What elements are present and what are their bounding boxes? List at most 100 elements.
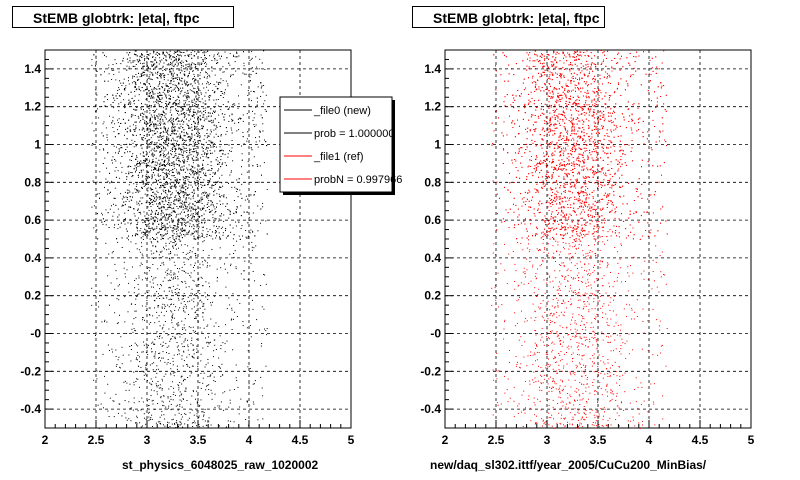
- data-point: [179, 161, 181, 163]
- data-point: [183, 351, 185, 353]
- data-point: [190, 66, 192, 68]
- data-point: [192, 105, 194, 107]
- data-point: [166, 164, 168, 166]
- data-point: [129, 52, 131, 54]
- data-point: [141, 73, 143, 75]
- data-point: [166, 97, 167, 99]
- data-point: [173, 239, 175, 240]
- data-point: [142, 116, 144, 117]
- data-point: [167, 213, 169, 215]
- data-point: [251, 57, 253, 59]
- data-point: [182, 204, 184, 206]
- data-point: [201, 143, 203, 145]
- data-point: [163, 182, 165, 184]
- data-point: [195, 150, 197, 152]
- data-point: [171, 185, 173, 187]
- data-point: [214, 171, 216, 173]
- data-point: [199, 215, 201, 217]
- data-point: [147, 146, 149, 148]
- data-point: [139, 165, 141, 167]
- data-point: [161, 225, 163, 227]
- data-point: [176, 99, 178, 101]
- data-point: [134, 95, 136, 97]
- data-point: [132, 75, 134, 77]
- data-point: [193, 148, 195, 150]
- data-point: [181, 186, 183, 188]
- data-point: [139, 230, 141, 232]
- data-point: [101, 221, 103, 223]
- data-point: [152, 195, 154, 197]
- data-point: [189, 106, 191, 108]
- data-point: [187, 95, 189, 96]
- data-point: [139, 182, 141, 183]
- data-point: [144, 228, 145, 230]
- data-point: [216, 193, 218, 195]
- data-point: [214, 232, 216, 234]
- data-point: [259, 131, 261, 133]
- data-point: [209, 133, 211, 135]
- data-point: [137, 221, 139, 223]
- data-point: [178, 412, 180, 414]
- data-point: [200, 209, 202, 211]
- data-point: [168, 139, 170, 141]
- data-point: [124, 105, 126, 107]
- data-point: [157, 147, 159, 149]
- data-point: [130, 223, 132, 225]
- data-point: [133, 183, 135, 185]
- data-point: [156, 226, 158, 228]
- data-point: [115, 176, 117, 178]
- data-point: [114, 99, 116, 101]
- data-point: [128, 119, 130, 121]
- data-point: [172, 124, 174, 126]
- data-point: [180, 63, 182, 65]
- data-point: [154, 133, 156, 135]
- data-point: [198, 95, 200, 96]
- data-point: [105, 209, 107, 211]
- data-point: [186, 221, 188, 223]
- data-point: [196, 98, 198, 100]
- data-point: [252, 165, 254, 167]
- data-point: [178, 200, 180, 202]
- data-point: [109, 115, 110, 117]
- data-point: [186, 400, 188, 401]
- data-point: [106, 136, 108, 138]
- data-point: [216, 206, 217, 208]
- data-point: [171, 230, 173, 232]
- data-point: [112, 120, 114, 122]
- data-point: [185, 176, 187, 178]
- data-point: [177, 136, 179, 138]
- data-point: [147, 194, 149, 196]
- data-point: [172, 103, 174, 105]
- data-point: [202, 230, 204, 232]
- data-point: [153, 124, 155, 126]
- data-point: [155, 123, 157, 125]
- data-point: [144, 71, 145, 73]
- data-point: [160, 234, 161, 235]
- data-point: [198, 201, 200, 203]
- data-point: [152, 380, 153, 382]
- data-point: [179, 123, 181, 125]
- data-point: [192, 170, 194, 171]
- data-point: [168, 197, 170, 199]
- data-point: [158, 84, 160, 86]
- data-point: [193, 151, 195, 153]
- data-point: [150, 85, 151, 87]
- data-point: [186, 150, 188, 151]
- data-point: [161, 116, 163, 118]
- data-point: [168, 190, 170, 192]
- data-point: [199, 236, 201, 238]
- data-point: [91, 287, 93, 289]
- data-point: [159, 288, 161, 290]
- data-point: [136, 144, 137, 146]
- data-point: [147, 354, 149, 356]
- data-point: [158, 113, 160, 115]
- data-point: [111, 159, 113, 161]
- data-point: [219, 69, 221, 71]
- data-point: [219, 236, 220, 238]
- data-point: [209, 211, 211, 213]
- data-point: [181, 244, 182, 246]
- data-point: [147, 129, 149, 131]
- data-point: [213, 185, 215, 186]
- data-point: [192, 141, 194, 143]
- data-point: [144, 103, 146, 105]
